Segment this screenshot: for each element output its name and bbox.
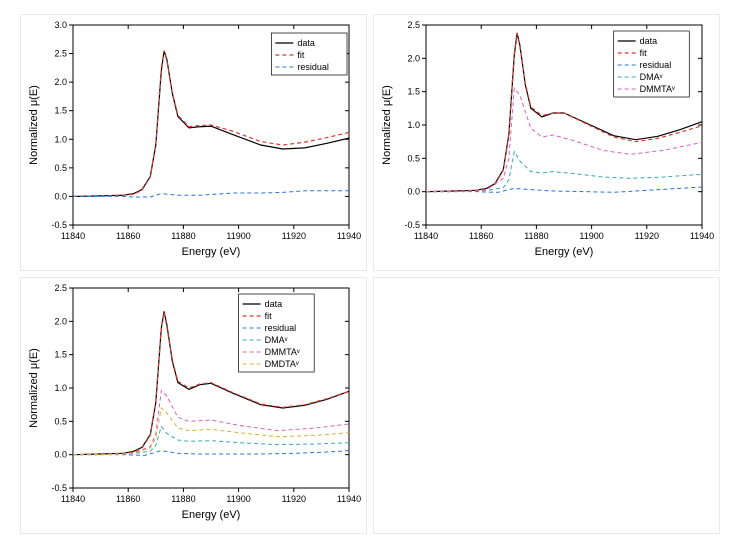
svg-text:-0.5: -0.5 bbox=[51, 483, 67, 493]
y-axis-label: Normalized μ(E) bbox=[28, 348, 40, 428]
svg-text:11940: 11940 bbox=[337, 494, 361, 504]
svg-text:11840: 11840 bbox=[61, 231, 85, 241]
legend-label-residual: residual bbox=[640, 60, 672, 70]
svg-text:0.0: 0.0 bbox=[54, 450, 67, 460]
series-DMDTAV bbox=[73, 408, 349, 455]
series-residual bbox=[426, 187, 702, 192]
legend-label-DMAV: DMAᵛ bbox=[640, 72, 663, 82]
x-axis-label: Energy (eV) bbox=[535, 246, 594, 258]
svg-text:11880: 11880 bbox=[171, 494, 195, 504]
y-axis-label: Normalized μ(E) bbox=[381, 85, 393, 165]
svg-text:11920: 11920 bbox=[282, 231, 306, 241]
svg-text:1.5: 1.5 bbox=[54, 106, 67, 116]
svg-text:1.5: 1.5 bbox=[407, 87, 420, 97]
panel-topright: 11840 11860 11880 11900 11920 11940 -0.5 0.0 0.5… bbox=[373, 14, 720, 271]
legend-label-DMAV: DMAᵛ bbox=[265, 335, 288, 345]
svg-text:1.0: 1.0 bbox=[54, 134, 67, 144]
svg-text:1.5: 1.5 bbox=[54, 350, 67, 360]
svg-text:-0.5: -0.5 bbox=[404, 220, 420, 230]
x-axis-label: Energy (eV) bbox=[182, 509, 241, 521]
svg-text:11880: 11880 bbox=[171, 231, 195, 241]
svg-text:11920: 11920 bbox=[282, 494, 306, 504]
series-DMMTAV bbox=[426, 88, 702, 191]
svg-text:0.5: 0.5 bbox=[54, 416, 67, 426]
svg-text:2.0: 2.0 bbox=[54, 316, 67, 326]
svg-text:11860: 11860 bbox=[116, 494, 140, 504]
svg-text:11920: 11920 bbox=[635, 231, 659, 241]
legend-label-data: data bbox=[297, 38, 315, 48]
svg-text:11940: 11940 bbox=[690, 231, 714, 241]
svg-text:3.0: 3.0 bbox=[54, 20, 67, 30]
svg-text:2.5: 2.5 bbox=[54, 49, 67, 59]
x-axis-label: Energy (eV) bbox=[182, 246, 241, 258]
svg-text:0.0: 0.0 bbox=[54, 191, 67, 201]
legend-label-DMMTAV: DMMTAᵛ bbox=[640, 84, 675, 94]
panel-topleft: 11840 11860 11880 11900 11920 11940 -0.5 0.0 0.5… bbox=[20, 14, 367, 271]
legend-label-residual: residual bbox=[265, 323, 297, 333]
svg-text:11880: 11880 bbox=[524, 231, 548, 241]
legend-label-DMDTAV: DMDTAᵛ bbox=[265, 359, 299, 369]
legend-label-data: data bbox=[265, 299, 283, 309]
svg-text:11900: 11900 bbox=[226, 231, 250, 241]
svg-text:11900: 11900 bbox=[226, 494, 250, 504]
svg-text:2.5: 2.5 bbox=[54, 283, 67, 293]
panel-bottomleft: 11840 11860 11880 11900 11920 11940 -0.5 0.0 0.5… bbox=[20, 277, 367, 534]
svg-text:11840: 11840 bbox=[414, 231, 438, 241]
svg-text:0.0: 0.0 bbox=[407, 187, 420, 197]
legend-label-data: data bbox=[640, 36, 658, 46]
series-DMAV bbox=[426, 152, 702, 192]
svg-text:2.0: 2.0 bbox=[407, 53, 420, 63]
legend-label-DMMTAV: DMMTAᵛ bbox=[265, 347, 300, 357]
svg-text:11940: 11940 bbox=[337, 231, 361, 241]
svg-text:11840: 11840 bbox=[61, 494, 85, 504]
svg-text:0.5: 0.5 bbox=[54, 163, 67, 173]
svg-text:11860: 11860 bbox=[116, 231, 140, 241]
legend-label-residual: residual bbox=[297, 62, 329, 72]
y-axis-label: Normalized μ(E) bbox=[28, 85, 40, 165]
chart-grid: 11840 11860 11880 11900 11920 11940 -0.5 0.0 0.5… bbox=[0, 0, 740, 548]
legend-label-fit: fit bbox=[640, 48, 648, 58]
series-DMAV bbox=[73, 427, 349, 455]
svg-text:-0.5: -0.5 bbox=[51, 220, 67, 230]
panel-empty bbox=[373, 277, 720, 534]
svg-text:0.5: 0.5 bbox=[407, 153, 420, 163]
svg-text:11860: 11860 bbox=[469, 231, 493, 241]
svg-text:11900: 11900 bbox=[579, 231, 603, 241]
series-DMMTAV bbox=[73, 391, 349, 455]
svg-text:1.0: 1.0 bbox=[407, 120, 420, 130]
legend-label-fit: fit bbox=[297, 50, 305, 60]
legend-label-fit: fit bbox=[265, 311, 273, 321]
svg-text:1.0: 1.0 bbox=[54, 383, 67, 393]
svg-text:2.0: 2.0 bbox=[54, 77, 67, 87]
svg-text:2.5: 2.5 bbox=[407, 20, 420, 30]
